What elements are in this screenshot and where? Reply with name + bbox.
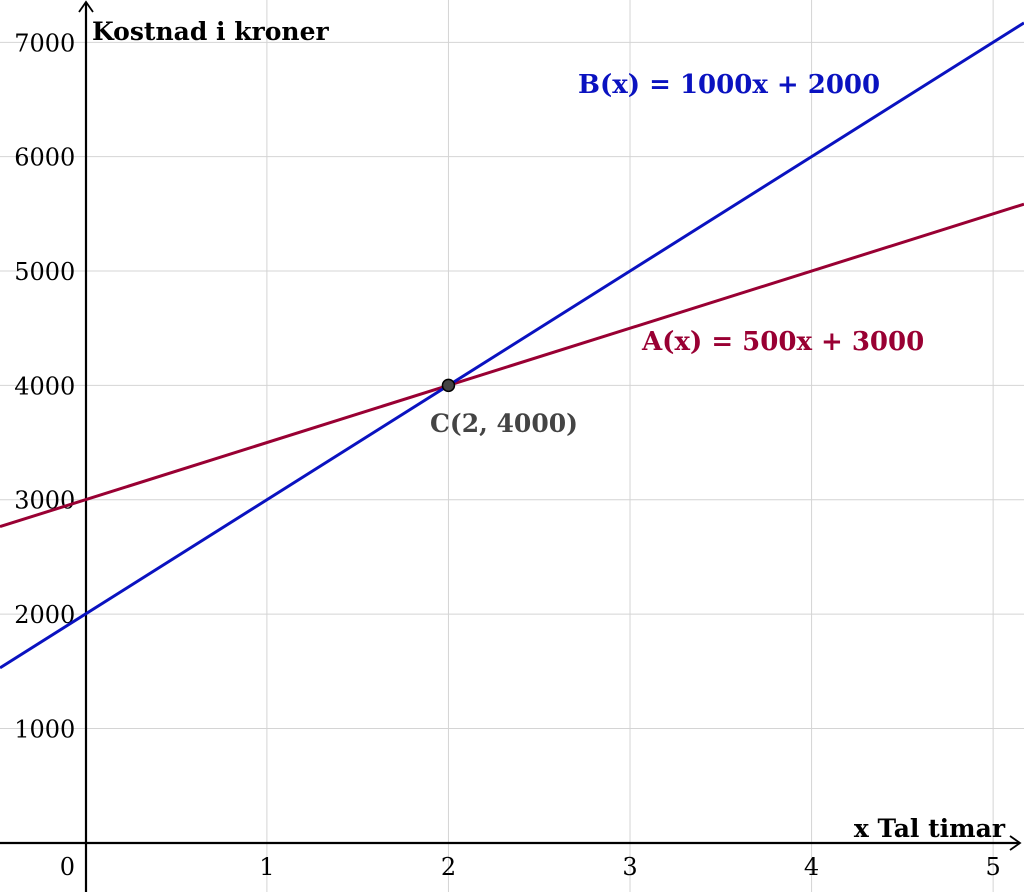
series-label-a: A(x) = 500x + 3000	[641, 327, 924, 357]
y-tick-label: 2000	[14, 601, 75, 629]
point-label-c: C(2, 4000)	[430, 409, 578, 438]
x-axis-label: x Tal timar	[854, 814, 1006, 843]
x-tick-label: 2	[441, 853, 456, 881]
y-tick-label: 3000	[14, 487, 75, 515]
series-line-a	[0, 202, 1024, 529]
series-line-b	[0, 21, 1024, 670]
x-tick-label: 4	[804, 853, 819, 881]
y-axis-label: Kostnad i kroner	[92, 17, 329, 46]
x-tick-label: 3	[622, 853, 637, 881]
y-tick-label: 5000	[14, 258, 75, 286]
x-tick-label: 0	[60, 853, 75, 881]
y-tick-label: 4000	[14, 372, 75, 400]
x-tick-label: 1	[259, 853, 274, 881]
y-tick-label: 6000	[14, 144, 75, 172]
tick-labels: 0 1 2 3 4 5 1000 2000 3000 4000 5000 6000 7000	[14, 29, 1001, 881]
x-axis-arrow-icon	[1009, 835, 1022, 851]
series-label-b: B(x) = 1000x + 2000	[578, 70, 880, 100]
y-tick-label: 1000	[14, 715, 75, 743]
points	[441, 378, 456, 393]
y-tick-label: 7000	[14, 29, 75, 57]
y-axis-arrow-icon	[78, 0, 94, 13]
x-tick-label: 5	[985, 853, 1000, 881]
point-c-marker	[441, 378, 456, 393]
series-lines	[0, 21, 1024, 670]
